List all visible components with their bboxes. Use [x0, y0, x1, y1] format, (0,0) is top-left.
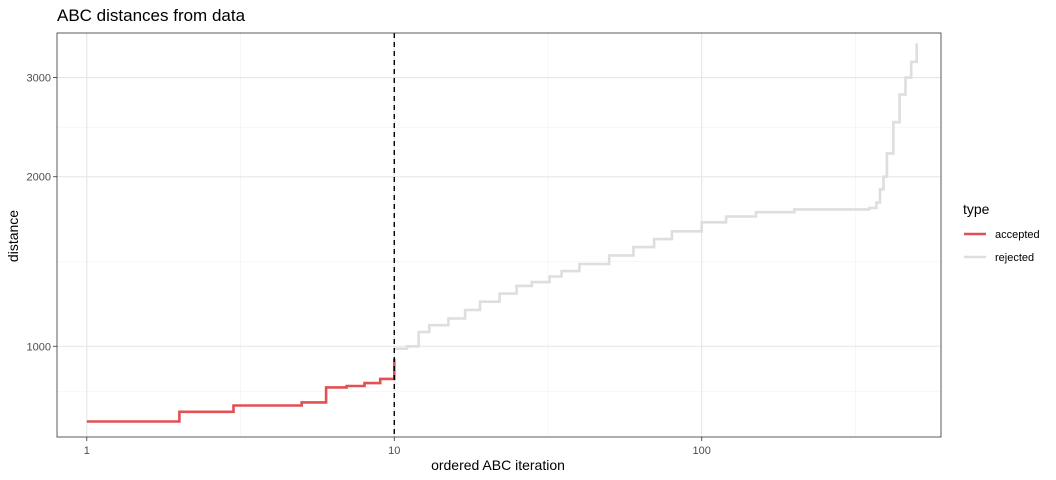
series-line-accepted: [86, 358, 396, 423]
y-axis: 1000 2000 3000: [27, 73, 57, 353]
plot-panel: [56, 32, 942, 438]
series-layer: [86, 43, 918, 423]
chart-title: ABC distances from data: [57, 6, 246, 25]
legend: type accepted rejected: [963, 201, 1040, 264]
x-axis-title: ordered ABC iteration: [431, 457, 565, 473]
y-tick-label: 3000: [27, 73, 51, 85]
legend-items: accepted rejected: [964, 229, 1040, 264]
panel-border: [56, 32, 942, 438]
legend-label-accepted: accepted: [995, 229, 1040, 241]
y-tick-label: 2000: [27, 172, 51, 184]
y-axis-title: distance: [5, 210, 21, 262]
series-line-rejected: [394, 43, 918, 350]
x-tick-label: 100: [693, 445, 711, 457]
panel-background: [57, 33, 941, 437]
x-axis: 1 10 100: [84, 437, 711, 457]
legend-label-rejected: rejected: [995, 252, 1034, 264]
x-tick-label: 10: [388, 445, 400, 457]
grid: [57, 33, 941, 437]
legend-title: type: [963, 201, 990, 217]
y-tick-label: 1000: [27, 341, 51, 353]
x-tick-label: 1: [84, 445, 90, 457]
